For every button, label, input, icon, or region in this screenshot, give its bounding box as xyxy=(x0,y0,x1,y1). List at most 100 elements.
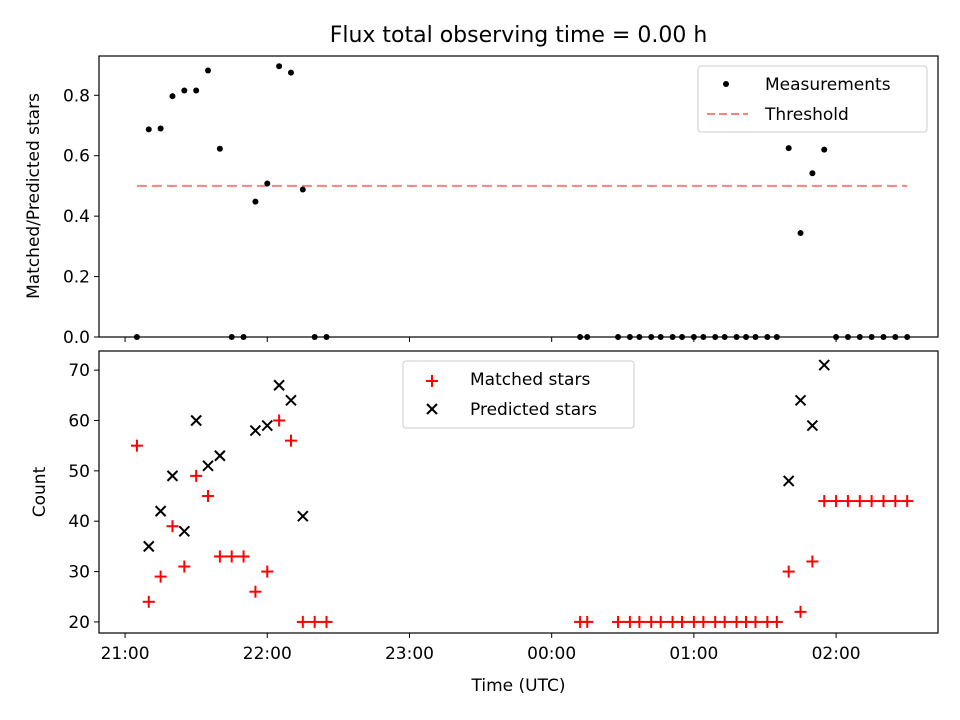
top-y-label: Matched/Predicted stars xyxy=(24,93,44,299)
top-legend-box xyxy=(697,65,928,133)
measurement-point xyxy=(299,186,306,193)
legend-predicted-stars: Predicted stars xyxy=(470,400,597,420)
matched-star-point xyxy=(794,605,807,618)
predicted-star-point xyxy=(214,450,226,462)
matched-star-point xyxy=(718,615,731,628)
y-tick-label: 70 xyxy=(68,361,90,381)
bottom-legend: Matched stars Predicted stars xyxy=(402,360,635,429)
y-tick-label: 20 xyxy=(68,613,90,633)
y-tick-label: 60 xyxy=(68,411,90,431)
matched-star-point xyxy=(308,615,321,628)
measurement-point xyxy=(264,180,271,187)
chart-title: Flux total observing time = 0.00 h xyxy=(330,23,708,48)
matched-star-point xyxy=(654,615,667,628)
matched-star-point xyxy=(225,550,238,563)
matched-star-point xyxy=(749,615,762,628)
predicted-star-point xyxy=(166,470,179,482)
legend-matched-stars: Matched stars xyxy=(470,370,590,390)
matched-star-point xyxy=(889,495,902,508)
bottom-frame xyxy=(98,350,939,634)
y-tick-label: 0.8 xyxy=(63,86,90,106)
predicted-star-point xyxy=(806,419,819,432)
matched-star-point xyxy=(261,565,274,578)
measurement-point xyxy=(145,126,152,133)
top-tick-labels: 0.0 0.2 0.4 0.6 0.8 xyxy=(63,86,837,348)
matched-star-point xyxy=(320,615,333,628)
bottom-tick-labels: 20 30 40 50 60 70 21:00 22:00 23:00 00:00 01:00 02:… xyxy=(68,361,860,664)
bottom-plot-area xyxy=(130,359,914,628)
matched-star-point xyxy=(273,414,286,427)
bottom-legend-box xyxy=(402,360,635,429)
matched-star-point xyxy=(130,439,143,452)
measurement-point xyxy=(252,198,259,205)
matched-legend-marker xyxy=(426,375,438,387)
x-tick-label: 21:00 xyxy=(101,644,150,664)
x-tick-label: 00:00 xyxy=(527,644,576,664)
matched-star-point xyxy=(877,495,890,508)
bottom-panel: 20 30 40 50 60 70 21:00 22:00 23:00 00:00 01:00 02:… xyxy=(30,350,939,696)
y-tick-label: 0.2 xyxy=(63,268,90,288)
predicted-star-point xyxy=(154,505,167,517)
y-tick-label: 30 xyxy=(68,563,90,583)
predicted-star-point xyxy=(178,525,191,537)
x-axis-label: Time (UTC) xyxy=(471,676,566,696)
matched-star-point xyxy=(865,495,878,508)
measurement-point xyxy=(169,93,176,100)
measurement-legend-marker xyxy=(723,81,729,87)
matched-star-point xyxy=(296,615,309,628)
matched-star-point xyxy=(830,495,843,508)
matched-star-point xyxy=(142,595,155,608)
y-tick-label: 50 xyxy=(68,462,90,482)
matched-star-point xyxy=(237,550,250,563)
predicted-star-point xyxy=(297,510,309,522)
measurement-point xyxy=(205,67,212,74)
matched-star-point xyxy=(806,555,819,568)
predicted-star-point xyxy=(261,419,273,432)
x-tick-label: 23:00 xyxy=(385,644,434,664)
top-panel: 0.00.20.40.60.8 Matched/Predicted stars … xyxy=(24,55,939,348)
top-frame xyxy=(98,55,939,338)
legend-measurements: Measurements xyxy=(765,75,891,95)
matched-star-point xyxy=(178,560,191,573)
y-tick-label: 0.4 xyxy=(63,207,90,227)
y-tick-label: 0.6 xyxy=(63,147,90,167)
matched-star-point xyxy=(581,615,594,628)
matched-star-point xyxy=(154,570,167,583)
x-tick-label: 22:00 xyxy=(243,644,292,664)
matched-star-point xyxy=(633,615,646,628)
y-tick-label: 0.0 xyxy=(63,328,90,348)
matched-star-point xyxy=(782,565,795,578)
measurement-point xyxy=(809,170,816,177)
matched-star-point xyxy=(853,495,866,508)
predicted-star-point xyxy=(202,460,214,472)
matched-star-point xyxy=(818,495,831,508)
matched-star-point xyxy=(612,615,625,628)
predicted-star-point xyxy=(782,475,795,487)
matched-star-point xyxy=(213,550,226,563)
measurement-point xyxy=(797,230,804,237)
predicted-star-point xyxy=(273,379,285,391)
matched-star-point xyxy=(190,469,203,482)
measurement-point xyxy=(193,87,200,94)
matched-star-point xyxy=(284,434,297,447)
matched-star-point xyxy=(901,495,914,508)
measurement-point xyxy=(157,125,164,132)
measurement-point xyxy=(181,87,188,94)
matched-star-point xyxy=(202,490,215,503)
predicted-star-point xyxy=(285,394,297,407)
predicted-star-point xyxy=(190,414,202,427)
bottom-y-label: Count xyxy=(30,466,50,517)
measurement-point xyxy=(287,69,294,76)
predicted-legend-marker xyxy=(426,403,438,415)
measurement-point xyxy=(216,145,223,152)
measurement-point xyxy=(821,146,828,153)
measurement-point xyxy=(785,145,792,152)
legend-threshold: Threshold xyxy=(764,105,849,125)
matched-star-point xyxy=(676,615,689,628)
top-legend: Measurements Threshold xyxy=(697,65,928,133)
matched-star-point xyxy=(166,520,179,533)
predicted-star-point xyxy=(818,359,830,371)
y-tick-label: 40 xyxy=(68,512,90,532)
matched-star-point xyxy=(697,615,710,628)
